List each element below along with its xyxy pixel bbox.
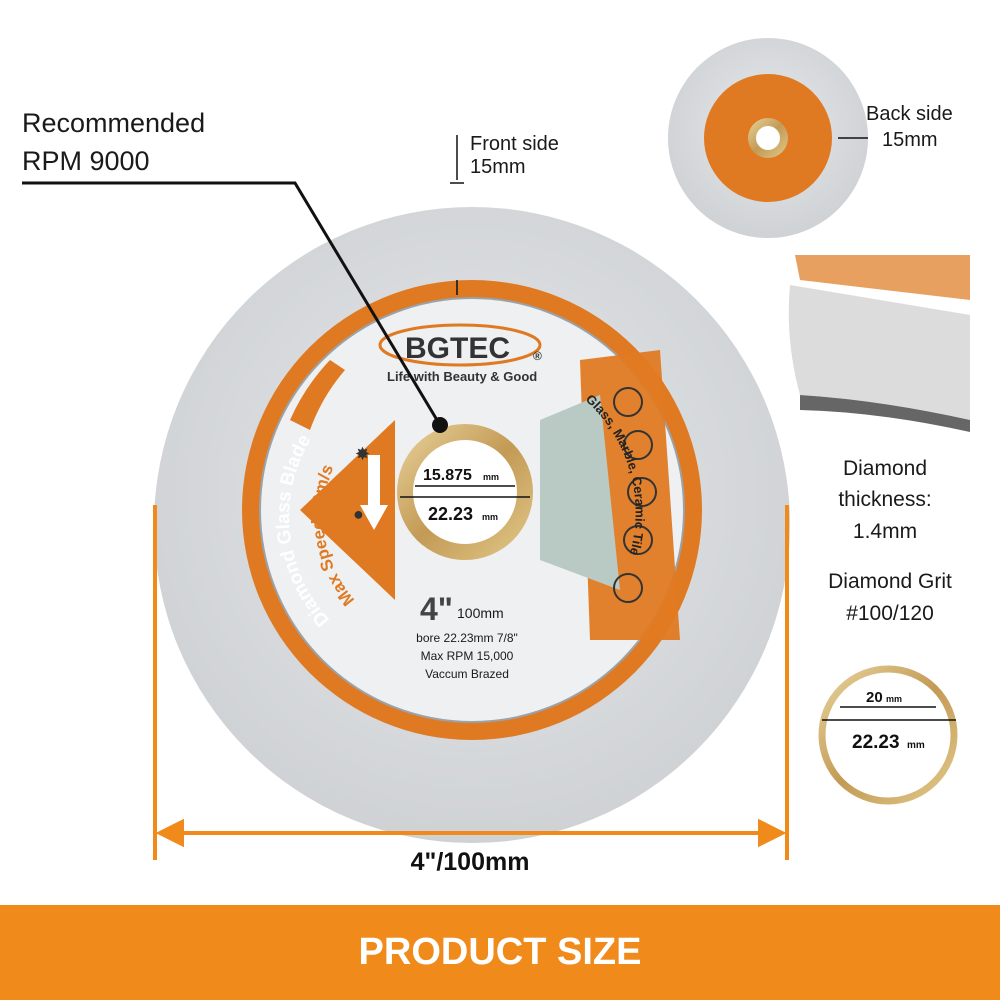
process-spec: Vaccum Brazed <box>425 667 509 681</box>
thickness-value: 1.4mm <box>853 520 917 543</box>
rpm-callout: Recommended RPM 9000 <box>22 108 448 433</box>
bore-spec: bore 22.23mm 7/8" <box>416 631 518 645</box>
size-mm: 100mm <box>457 605 504 621</box>
svg-text:RPM 9000: RPM 9000 <box>22 146 150 176</box>
svg-text:Back side: Back side <box>866 103 953 125</box>
slogan: Life with Beauty & Good <box>387 369 537 384</box>
ring-inner-dim: 20 <box>866 689 883 706</box>
safety-icons <box>613 387 657 603</box>
svg-text:mm: mm <box>907 740 925 751</box>
bore-inner-dim: 15.875 <box>423 467 472 484</box>
banner-title: PRODUCT SIZE <box>358 931 642 973</box>
svg-text:mm: mm <box>482 512 498 522</box>
reducer-ring: 20 mm 22.23 mm <box>818 665 958 805</box>
ring-outer-dim: 22.23 <box>852 732 900 753</box>
diameter-label: 4"/100mm <box>411 848 530 876</box>
product-size-banner: PRODUCT SIZE <box>0 905 1000 1000</box>
front-side-callout: Front side 15mm <box>450 133 559 295</box>
sun-icon: ✸ <box>355 444 370 464</box>
svg-text:mm: mm <box>483 472 499 482</box>
gloves-icon <box>623 525 653 555</box>
down-arrow-icon <box>360 455 388 530</box>
back-side-view: Back side 15mm <box>668 38 953 238</box>
svg-text:Recommended: Recommended <box>22 108 205 138</box>
thickness-label: Diamond <box>843 457 927 480</box>
materials-photo <box>540 395 620 590</box>
brand-logo: BGTEC <box>405 332 510 365</box>
bore-outer-dim: 22.23 <box>428 504 473 524</box>
svg-text:mm: mm <box>886 694 902 704</box>
ear-protection-icon <box>623 430 653 460</box>
edge-closeup <box>785 255 970 440</box>
grit-label: Diamond Grit <box>828 570 952 593</box>
svg-text:15mm: 15mm <box>882 129 938 151</box>
svg-text:thickness:: thickness: <box>838 488 931 511</box>
main-blade: ✸ ● BGTEC ® Life with Beauty & Good Diam… <box>154 207 790 843</box>
grit-value: #100/120 <box>846 602 934 625</box>
water-drop-icon: ● <box>353 504 364 524</box>
size-inch: 4" <box>420 591 453 627</box>
svg-text:15mm: 15mm <box>470 156 526 178</box>
manual-icon <box>613 573 643 603</box>
svg-text:Front side: Front side <box>470 133 559 155</box>
mask-icon <box>627 477 657 507</box>
registered-mark: ® <box>533 349 542 363</box>
safety-goggles-icon <box>613 387 643 417</box>
diameter-dimension <box>153 505 789 860</box>
max-rpm-spec: Max RPM 15,000 <box>421 649 514 663</box>
